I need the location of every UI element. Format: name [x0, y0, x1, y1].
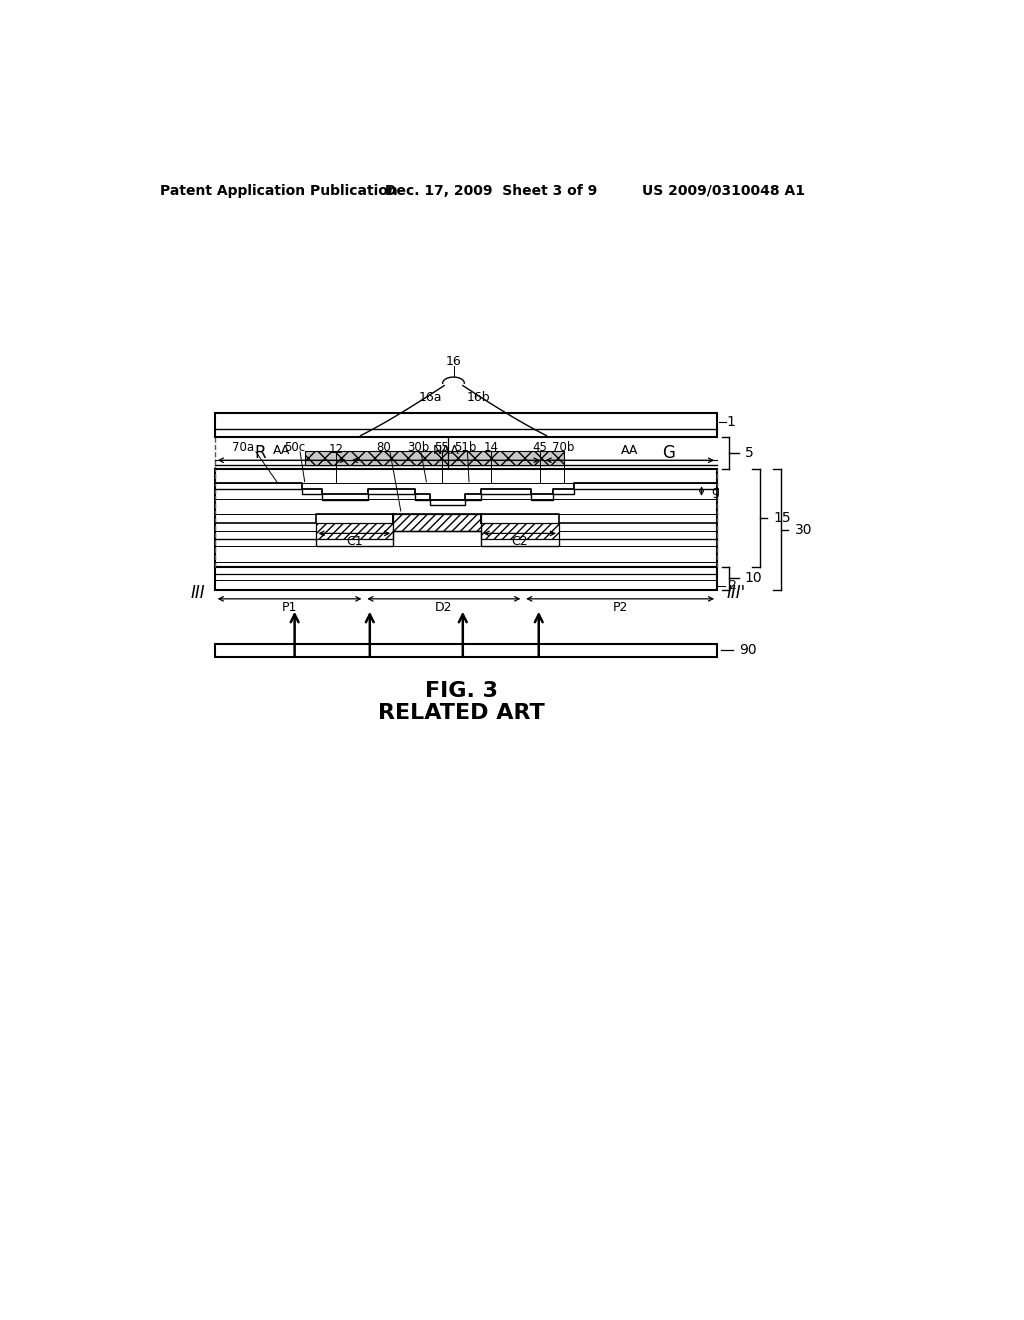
Text: R: R [254, 445, 265, 462]
Bar [315, 524, 393, 539]
Text: 90: 90 [738, 643, 757, 657]
Text: III': III' [726, 583, 745, 602]
Bar [480, 524, 559, 539]
Text: 30: 30 [795, 523, 812, 536]
Text: 30b: 30b [408, 441, 430, 454]
Text: 15: 15 [773, 511, 792, 525]
Text: NAA: NAA [432, 445, 459, 458]
Text: G: G [663, 445, 676, 462]
Text: Dec. 17, 2009  Sheet 3 of 9: Dec. 17, 2009 Sheet 3 of 9 [385, 183, 597, 198]
Text: P2: P2 [612, 601, 628, 614]
Text: 55: 55 [434, 441, 450, 454]
Text: 5: 5 [744, 446, 754, 461]
Text: P1: P1 [282, 601, 297, 614]
Bar [305, 451, 563, 465]
Text: RELATED ART: RELATED ART [378, 702, 545, 723]
Text: 12: 12 [329, 444, 343, 455]
Text: 50c: 50c [284, 441, 305, 454]
Bar [215, 470, 717, 566]
Text: 2: 2 [728, 579, 735, 593]
Bar [215, 644, 717, 657]
Text: g: g [712, 484, 720, 498]
Text: AA: AA [273, 445, 291, 458]
Text: 70b: 70b [552, 441, 574, 454]
Bar [215, 566, 717, 590]
Text: D2: D2 [435, 601, 453, 614]
Text: 10: 10 [744, 572, 763, 585]
Text: III: III [190, 583, 206, 602]
Text: US 2009/0310048 A1: US 2009/0310048 A1 [642, 183, 805, 198]
Text: C2: C2 [511, 536, 528, 548]
Text: 16b: 16b [467, 391, 490, 404]
Text: 14: 14 [483, 441, 499, 454]
Bar [215, 413, 717, 437]
Text: 1: 1 [726, 414, 735, 429]
Text: 16: 16 [445, 355, 462, 368]
Text: Patent Application Publication: Patent Application Publication [160, 183, 398, 198]
Text: C1: C1 [346, 536, 362, 548]
Text: 80: 80 [377, 441, 391, 454]
Text: 51b: 51b [454, 441, 476, 454]
Text: FIG. 3: FIG. 3 [425, 681, 498, 701]
Text: AA: AA [622, 445, 639, 458]
Text: 45: 45 [532, 441, 548, 454]
Text: 16a: 16a [419, 391, 442, 404]
Bar [393, 515, 480, 531]
Text: 70a: 70a [231, 441, 254, 454]
